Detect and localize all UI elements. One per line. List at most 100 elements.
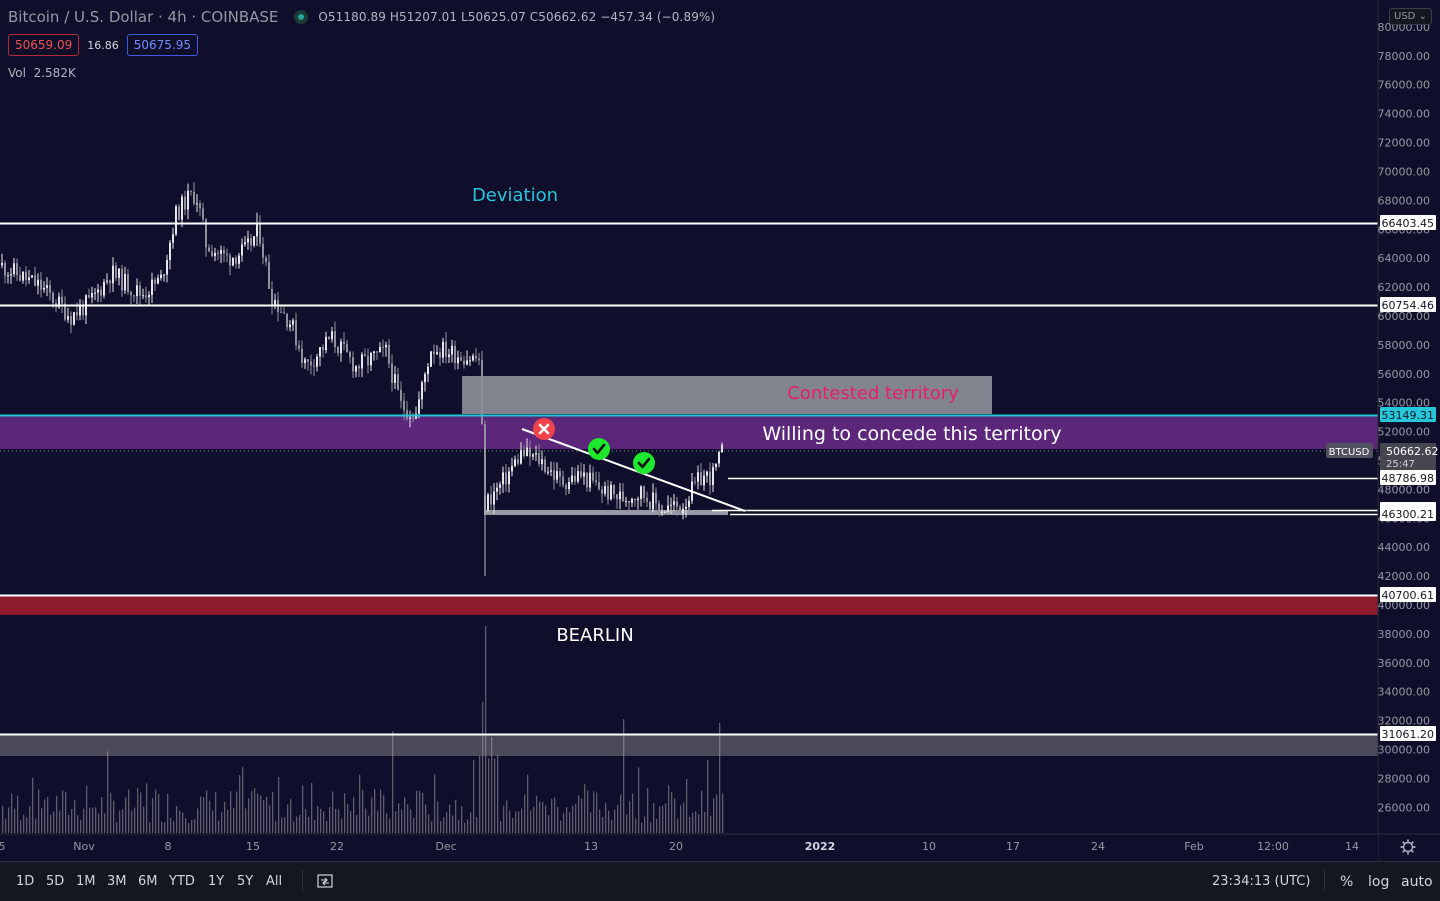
buy-price-button[interactable]: 50675.95 [127,34,198,56]
sell-price-button[interactable]: 50659.09 [8,34,79,56]
zone-support [0,734,1378,756]
volume-bar [410,810,411,833]
volume-bar [536,796,537,833]
price-tick-label: 32000.00 [1378,715,1431,728]
volume-bar [14,809,15,833]
candle-body [322,347,324,350]
symbol-header: Bitcoin / U.S. Dollar · 4h · COINBASE O5… [8,8,715,26]
volume-bar [548,815,549,833]
candle-body [1,263,3,265]
candle-body [31,275,33,277]
auto-scale-button[interactable]: auto [1401,874,1433,890]
candle-body [319,347,321,356]
chevron-down-icon: ⌄ [1419,11,1427,22]
volume-bar [692,813,693,833]
volume-bar [161,822,162,833]
candle-body [226,254,228,256]
volume-bar [56,796,57,833]
candle-body [427,367,429,374]
annotation-label: Willing to concede this territory [762,423,1061,445]
candle-body [49,285,51,293]
candle-body [169,243,171,260]
date-range-icon[interactable] [316,872,334,890]
volume-bar [569,812,570,833]
range-5y-button[interactable]: 5Y [237,874,253,889]
range-1d-button[interactable]: 1D [16,874,34,889]
candle-body [445,342,447,357]
range-6m-button[interactable]: 6M [138,874,158,889]
volume-bar [224,802,225,833]
candle-body [625,501,627,502]
candle-body [385,345,387,347]
candle-body [97,290,99,293]
range-1y-button[interactable]: 1Y [208,874,224,889]
volume-bar [392,731,393,833]
volume-bar [11,794,12,833]
candle-body [121,269,123,291]
candle-body [304,359,306,363]
range-3m-button[interactable]: 3M [107,874,127,889]
range-5d-button[interactable]: 5D [46,874,64,889]
range-all-button[interactable]: All [266,874,282,889]
price-tick-label: 76000.00 [1378,79,1431,92]
candle-body [442,342,444,358]
volume-bar [590,812,591,833]
volume-bar [233,808,234,833]
volume-bar [479,755,480,833]
volume-bar [566,807,567,833]
range-ytd-button[interactable]: YTD [169,874,195,889]
candle-body [667,505,669,511]
utc-clock[interactable]: 23:34:13 (UTC) [1212,874,1310,889]
candle-body [664,512,666,513]
candle-body [409,417,411,418]
candle-body [28,277,30,280]
log-scale-button[interactable]: log [1368,874,1389,890]
candle-body [238,256,240,264]
volume-bar [704,812,705,833]
volume-bar [110,793,111,833]
candle-body [187,191,189,210]
volume-bar [698,814,699,833]
volume-bar [347,804,348,833]
candle-body [43,288,45,290]
price-tick-label: 34000.00 [1378,686,1431,699]
volume-bar [248,798,249,833]
volume-bar [719,723,720,833]
candle-body [649,502,651,510]
volume-bar [299,815,300,833]
price-line-label: 40700.61 [1382,589,1435,602]
candle-body [610,485,612,500]
volume-bar [602,817,603,833]
candle-body [595,480,597,482]
candle-body [700,472,702,485]
candle-body [13,263,15,274]
symbol-title[interactable]: Bitcoin / U.S. Dollar · 4h · COINBASE [8,8,278,26]
candle-body [631,499,633,503]
market-open-icon [294,10,308,24]
time-tick-label: Dec [435,840,456,853]
candle-body [313,365,315,366]
candle-body [400,390,402,401]
candle-body [172,234,174,242]
candle-body [235,258,237,264]
candle-body [439,352,441,357]
toolbar-divider [1324,870,1325,892]
candle-body [460,357,462,360]
candle-body [433,351,435,354]
range-1m-button[interactable]: 1M [76,874,96,889]
volume-bar [335,809,336,833]
volume-bar [425,804,426,833]
volume-bar [341,819,342,833]
candle-body [532,455,534,457]
volume-bar [524,794,525,833]
currency-button[interactable]: USD ⌄ [1389,8,1432,25]
candle-body [325,337,327,350]
percent-scale-button[interactable]: % [1340,874,1353,890]
volume-bar [200,797,201,833]
volume-bar [638,767,639,833]
volume-bar [131,810,132,833]
price-tick-label: 36000.00 [1378,657,1431,670]
volume-bar [254,788,255,833]
